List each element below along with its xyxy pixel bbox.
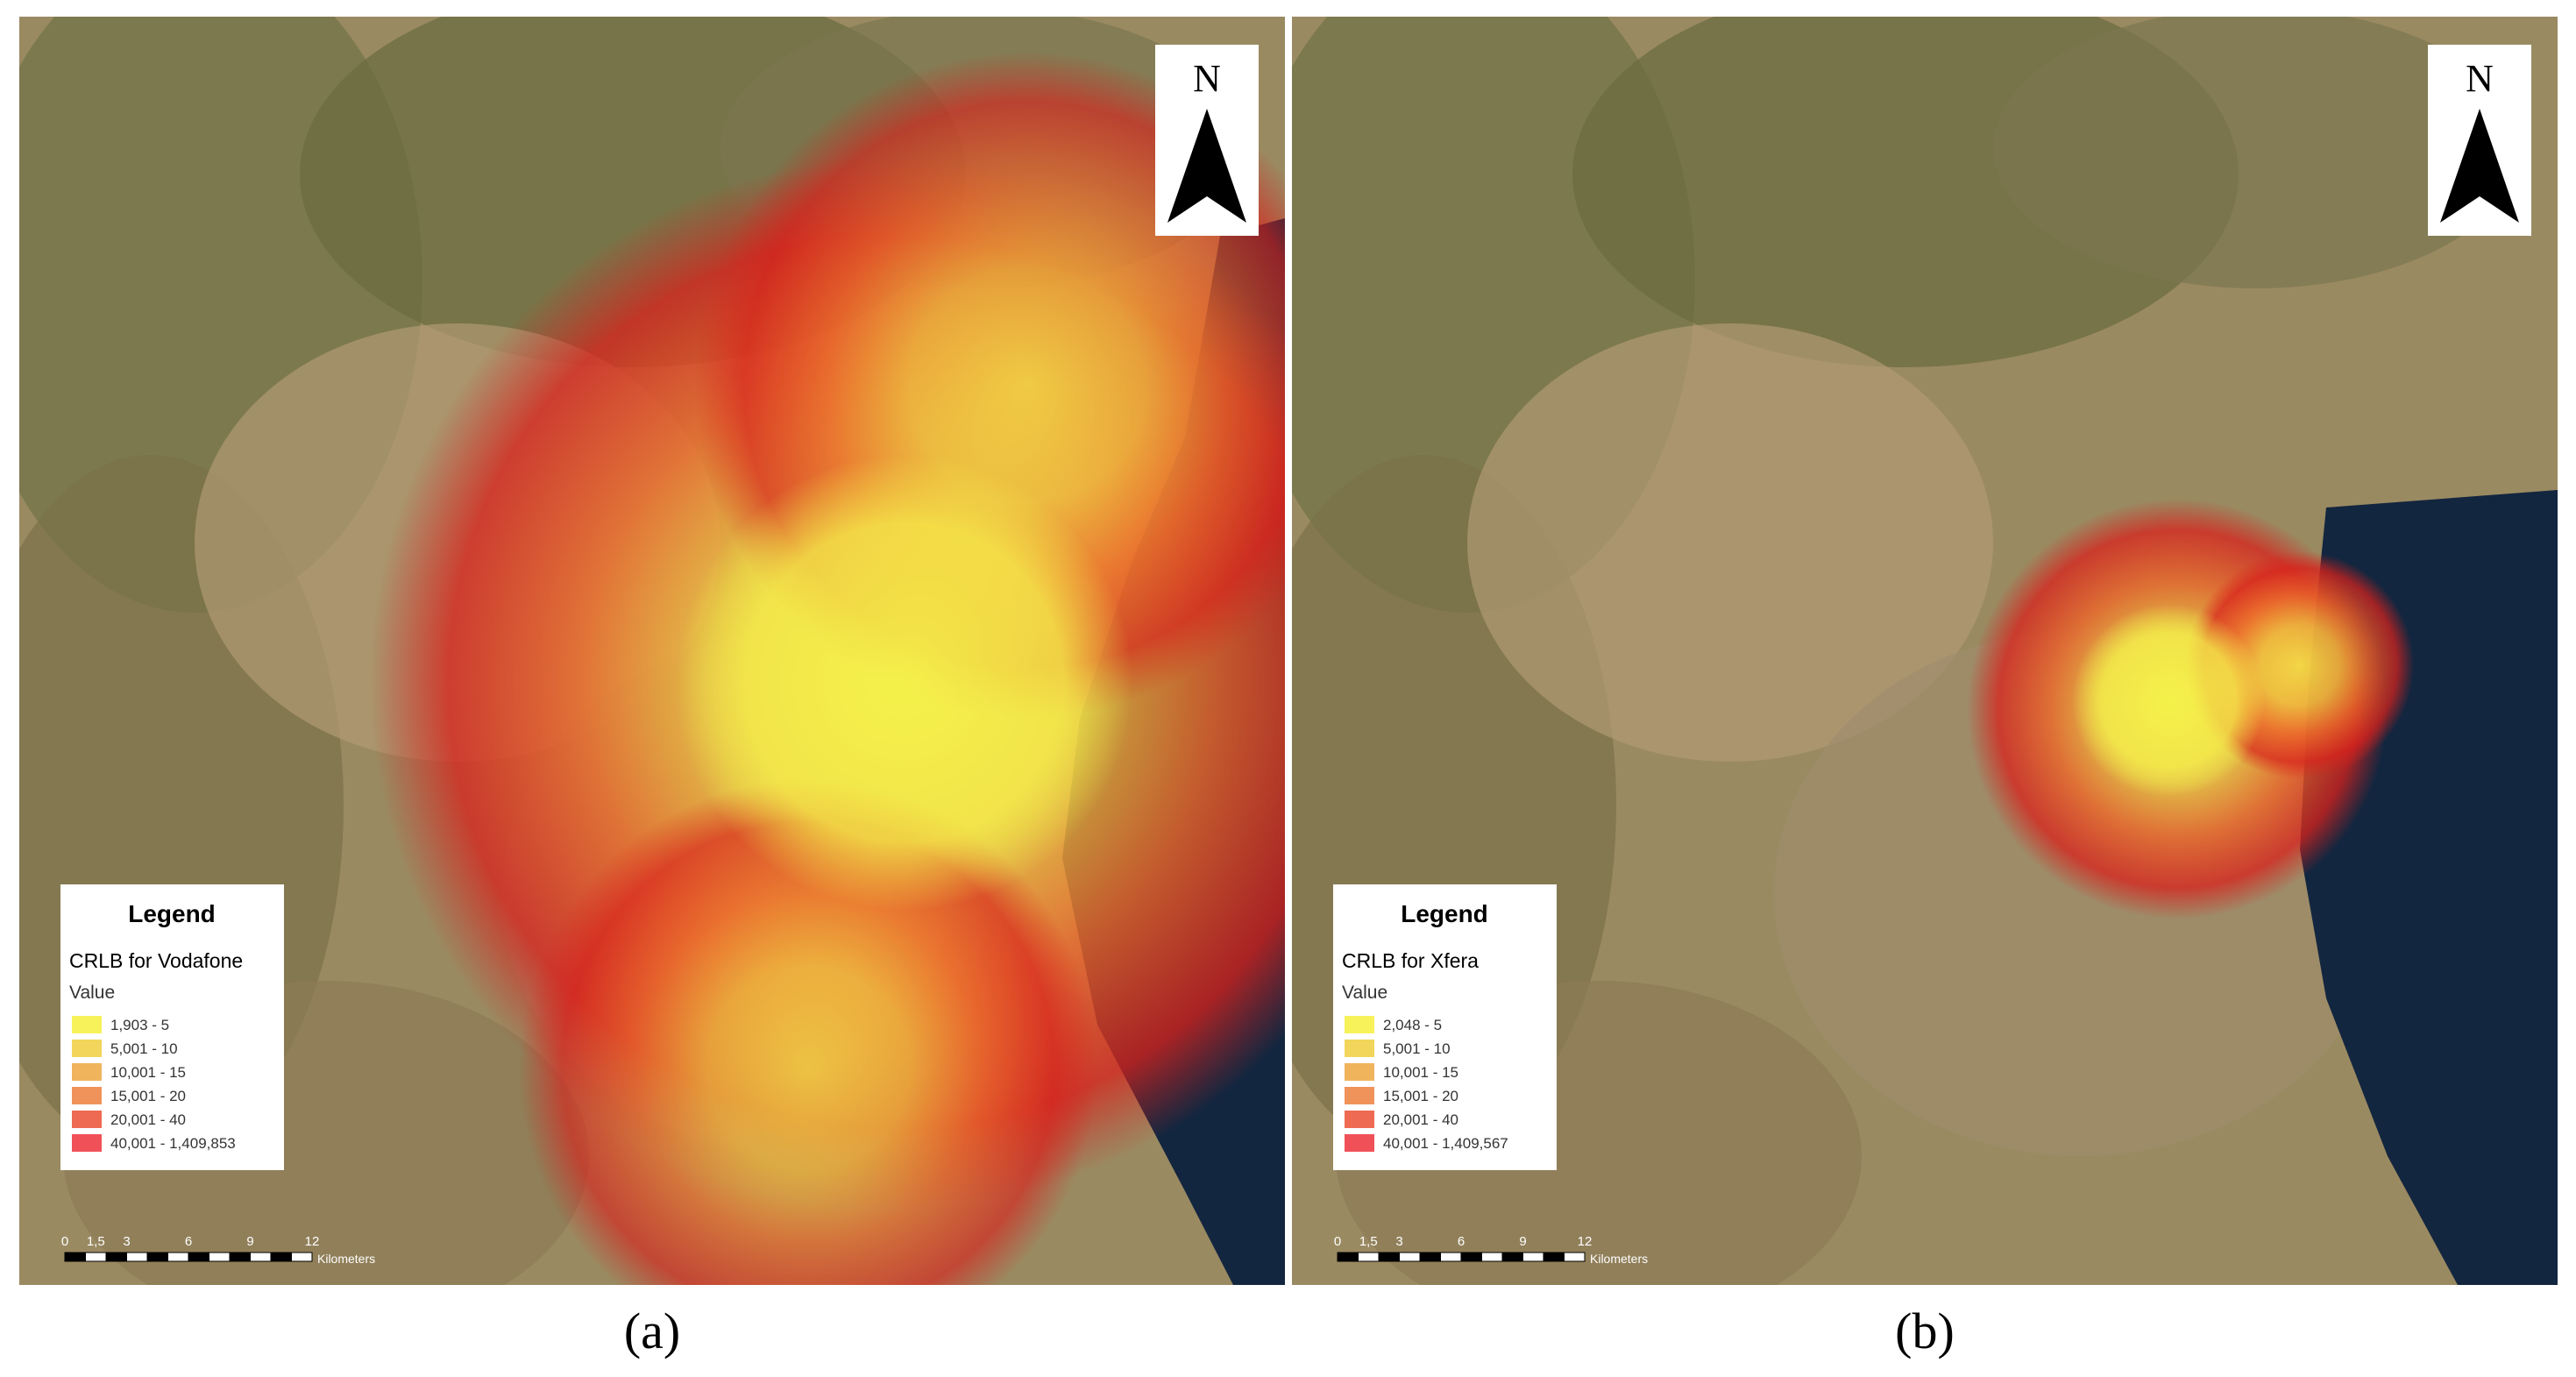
scale-segment: [85, 1252, 107, 1262]
scale-segment: [1481, 1252, 1503, 1262]
scale-segment: [105, 1252, 127, 1262]
scale-segment: [291, 1252, 313, 1262]
legend-class: 20,001 - 40: [110, 1111, 186, 1128]
legend-class: 40,001 - 1,409,853: [110, 1135, 236, 1152]
scale-tick: 12: [1578, 1234, 1593, 1249]
scale-segment: [250, 1252, 272, 1262]
scale-segment: [1399, 1252, 1421, 1262]
legend-swatch: [72, 1087, 102, 1104]
legend-swatch: [72, 1111, 102, 1128]
legend-swatch: [1345, 1040, 1374, 1057]
scale-segment: [146, 1252, 168, 1262]
scale-segment: [1358, 1252, 1380, 1262]
scale-segment: [64, 1252, 86, 1262]
scale-segment: [270, 1252, 292, 1262]
coverage-core: [2072, 604, 2265, 797]
legend-swatch: [72, 1016, 102, 1033]
legend-class: 5,001 - 10: [1383, 1040, 1451, 1057]
panel-label: (b): [1895, 1302, 1955, 1359]
scale-unit: Kilometers: [317, 1252, 375, 1266]
legend-layer: CRLB for Vodafone: [69, 949, 243, 972]
scale-unit: Kilometers: [1590, 1252, 1648, 1266]
north-label: N: [2466, 57, 2494, 100]
scale-segment: [1543, 1252, 1565, 1262]
legend-class: 10,001 - 15: [110, 1064, 186, 1081]
legend-layer: CRLB for Xfera: [1342, 949, 1479, 972]
legend-field: Value: [69, 983, 115, 1003]
legend-class: 40,001 - 1,409,567: [1383, 1135, 1508, 1152]
scale-tick: 3: [123, 1234, 130, 1249]
scale-tick: 9: [246, 1234, 253, 1249]
scale-segment: [1337, 1252, 1359, 1262]
legend-swatch: [1345, 1134, 1374, 1152]
scale-tick: 3: [1395, 1234, 1402, 1249]
scale-tick: 0: [1334, 1234, 1341, 1249]
scale-segment: [1564, 1252, 1586, 1262]
legend-class: 2,048 - 5: [1383, 1017, 1442, 1033]
north-arrow: [1167, 109, 1246, 223]
legend-title: Legend: [1401, 900, 1488, 927]
scale-segment: [126, 1252, 148, 1262]
legend-class: 1,903 - 5: [110, 1017, 169, 1033]
legend-swatch: [1345, 1016, 1374, 1033]
terrain-patch: [1993, 17, 2519, 288]
scale-segment: [1378, 1252, 1400, 1262]
legend-swatch: [1345, 1087, 1374, 1104]
scale-segment: [229, 1252, 251, 1262]
legend-class: 15,001 - 20: [110, 1088, 186, 1104]
scale-tick: 6: [1458, 1234, 1465, 1249]
scale-segment: [167, 1252, 189, 1262]
north-arrow: [2440, 109, 2519, 223]
legend-swatch: [1345, 1111, 1374, 1128]
legend-swatch: [72, 1063, 102, 1081]
scale-segment: [1501, 1252, 1523, 1262]
scale-tick: 6: [185, 1234, 192, 1249]
legend-class: 10,001 - 15: [1383, 1064, 1458, 1081]
legend-title: Legend: [128, 900, 216, 927]
scale-segment: [209, 1252, 231, 1262]
scale-segment: [1522, 1252, 1544, 1262]
legend-class: 15,001 - 20: [1383, 1088, 1458, 1104]
north-label: N: [1193, 57, 1221, 100]
legend-class: 5,001 - 10: [110, 1040, 178, 1057]
legend-swatch: [1345, 1063, 1374, 1081]
legend-swatch: [72, 1040, 102, 1057]
scale-segment: [1440, 1252, 1462, 1262]
scale-segment: [1419, 1252, 1441, 1262]
coverage-area: [519, 779, 1097, 1285]
scale-tick: 0: [61, 1234, 68, 1249]
panel-label: (a): [623, 1302, 681, 1359]
map-panel: N Legend CRLB for Vodafone Value 1,903 - 5 5,…: [19, 17, 1285, 1285]
scale-tick: 1,5: [1359, 1234, 1378, 1249]
coverage-core: [677, 455, 1132, 911]
scale-segment: [1460, 1252, 1482, 1262]
scale-tick: 1,5: [87, 1234, 105, 1249]
scale-tick: 9: [1519, 1234, 1526, 1249]
scale-segment: [188, 1252, 209, 1262]
scale-tick: 12: [305, 1234, 320, 1249]
terrain-patch: [1467, 323, 1993, 762]
legend-class: 20,001 - 40: [1383, 1111, 1458, 1128]
legend-field: Value: [1342, 983, 1387, 1003]
legend-swatch: [72, 1134, 102, 1152]
map-panel: N Legend CRLB for Xfera Value 2,048 - 5 5,001…: [1292, 17, 2558, 1285]
